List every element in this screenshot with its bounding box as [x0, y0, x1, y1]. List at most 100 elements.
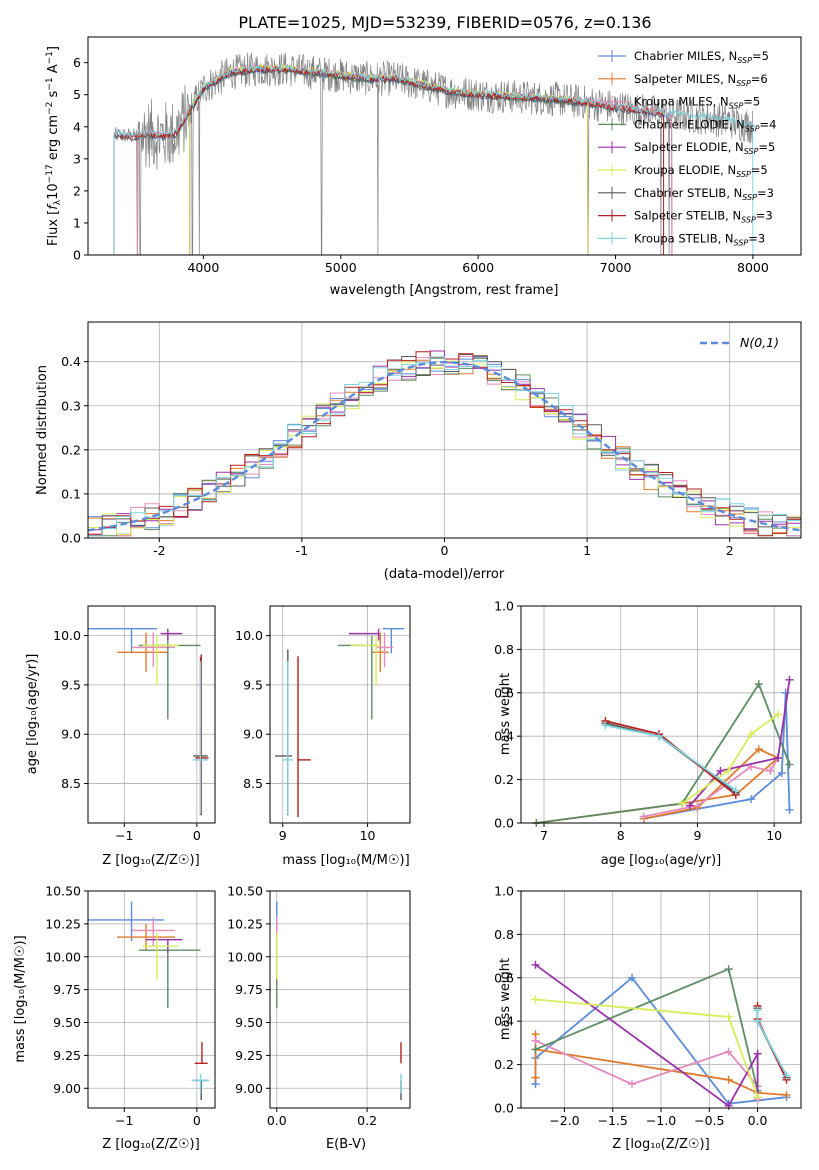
point-marker: [785, 805, 794, 814]
x-axis-label: E(B-V): [326, 1137, 366, 1152]
y-tick-label: 0.6: [494, 685, 514, 700]
y-tick-label: 6: [73, 55, 81, 70]
legend-text: Chabrier MILES, N: [634, 49, 737, 63]
legend-text: Salpeter STELIB, N: [634, 209, 741, 223]
series-line-kroupa-stelib: [756, 1010, 788, 1076]
legend-entry: Kroupa STELIB, NSSP=3: [634, 231, 765, 247]
legend-text: Kroupa STELIB, N: [634, 231, 734, 245]
x-tick-label: -1: [296, 543, 308, 558]
point-marker: [724, 766, 733, 775]
y-tick-label: 8.5: [61, 776, 81, 791]
series-line-kroupa-elodie: [681, 713, 779, 805]
legend-sub: SSP: [745, 124, 760, 133]
y-axis-label-part: s: [46, 90, 61, 101]
point-marker: [785, 760, 794, 769]
point-marker: [655, 732, 664, 741]
y-axis-label-part: A: [46, 64, 61, 77]
y-tick-label: 9.5: [243, 677, 263, 692]
y-tick-label: 9.25: [235, 1048, 263, 1063]
y-tick-label: 4: [73, 119, 81, 134]
x-tick-label: 8: [617, 828, 625, 843]
x-tick-label: 0: [193, 1113, 201, 1128]
axes-age_vs_Z: [88, 606, 215, 823]
point-marker: [753, 1049, 762, 1058]
series-line-kroupa-miles: [535, 1039, 759, 1100]
legend-text: Salpeter ELODIE, N: [634, 140, 744, 154]
legend-text: =5: [751, 163, 768, 177]
x-tick-label: 4000: [187, 260, 219, 275]
legend-text: =5: [758, 140, 775, 154]
figure-title: PLATE=1025, MJD=53239, FIBERID=0576, z=0…: [238, 13, 651, 32]
series-line-salpeter-stelib: [605, 720, 737, 796]
errorbars-age_vs_Z: [88, 627, 209, 816]
point-marker: [693, 801, 702, 810]
ticks-age_vs_Z: −1 0 8.5 9.0 9.5 10.0: [53, 605, 216, 843]
point-marker: [782, 1071, 791, 1080]
y-tick-label: 10.00: [227, 949, 263, 964]
y-tick-label: 9.0: [61, 727, 81, 742]
y-axis-label: mass weight: [498, 673, 513, 755]
y-axis-label-part: 10: [46, 183, 61, 200]
point-marker: [753, 1006, 762, 1015]
x-tick-label: 0: [193, 828, 201, 843]
legend-sub: SSP: [741, 216, 756, 225]
model-line-salpeter-stelib: [113, 64, 665, 255]
legend-text: Kroupa MILES, N: [634, 95, 729, 109]
legend-text: =3: [757, 186, 774, 200]
errorbars-mass_vs_Z: [88, 901, 210, 1101]
point-marker: [773, 710, 782, 719]
legend-sub: SSP: [734, 238, 749, 247]
y-tick-label: 10.0: [53, 628, 81, 643]
point-marker: [754, 680, 763, 689]
y-tick-label: 9.0: [243, 727, 263, 742]
series-line-chabrier-elodie: [536, 682, 791, 824]
errorbars-age_vs_mass: [275, 627, 405, 818]
y-tick-label: 9.25: [53, 1048, 81, 1063]
y-tick-label: 10.25: [227, 916, 263, 931]
x-tick-label: −2.0: [549, 1113, 579, 1128]
x-tick-label: 5000: [325, 260, 357, 275]
x-axis-label: Z [log₁₀(Z/Z☉)]: [102, 1137, 199, 1152]
y-axis-label-part: −2: [45, 102, 55, 115]
legend-entry: Salpeter STELIB, NSSP=3: [634, 209, 773, 225]
legend-entry: N(0,1): [740, 335, 779, 350]
y-tick-label: 9.50: [53, 1015, 81, 1030]
series-line-salpeter-elodie: [534, 964, 759, 1108]
y-tick-label: 10.50: [227, 884, 263, 899]
y-axis-label-part: −1: [45, 77, 55, 90]
ticks-mass_vs_Z: −1 0 9.00 9.25 9.50 9.75 10.00 10.25 10.50: [45, 884, 216, 1128]
ticks-mass_vs_ebv: 0.0 0.2 9.00 9.25 9.50 9.75 10.00 10.25 10.50: [227, 884, 411, 1128]
y-axis-label-part: −1: [45, 51, 55, 64]
ticks-residuals: -2 -1 0 1 2 0.0 0.1 0.2 0.3 0.4: [61, 321, 802, 558]
y-tick-label: 9.00: [53, 1081, 81, 1096]
y-axis-label: Flux [fλ10−17 erg cm−2 s−1 A−1]: [45, 46, 63, 246]
legend-sub: SSP: [729, 102, 744, 111]
plot-frame: [87, 36, 802, 256]
legend-text: Chabrier STELIB, N: [634, 186, 742, 200]
y-tick-label: 9.50: [235, 1015, 263, 1030]
x-tick-label: 0.0: [748, 1113, 768, 1128]
x-tick-label: 8000: [737, 260, 769, 275]
y-tick-label: 10.00: [45, 949, 81, 964]
point-marker: [753, 1017, 762, 1026]
legend-text: Chabrier ELODIE, N: [634, 117, 745, 131]
point-marker: [628, 973, 637, 982]
model-line-kroupa-stelib: [113, 63, 754, 256]
axes-mass_vs_Z: [88, 890, 215, 1108]
legend-entry: Kroupa MILES, NSSP=5: [634, 95, 760, 111]
y-axis-label-part: −17: [45, 164, 55, 183]
legend-sub: SSP: [736, 79, 751, 88]
x-tick-label: 2: [726, 543, 734, 558]
y-tick-label: 1.0: [494, 599, 514, 614]
legend-text: =6: [751, 72, 768, 86]
x-axis-label: (data-model)/error: [384, 567, 505, 582]
x-tick-label: −1.5: [598, 1113, 628, 1128]
series-line-kroupa-stelib: [605, 724, 737, 792]
point-marker: [785, 675, 794, 684]
x-tick-label: 6000: [462, 260, 494, 275]
point-marker: [753, 1093, 762, 1102]
plot-frame: [520, 605, 802, 824]
x-tick-label: 0: [441, 543, 449, 558]
lines-weight_vs_age: [532, 675, 794, 827]
